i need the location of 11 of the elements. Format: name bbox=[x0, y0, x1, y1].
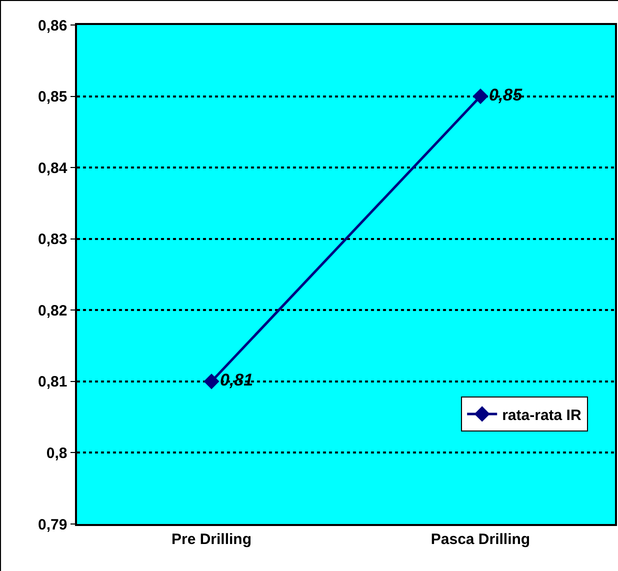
y-tick-label: 0,79 bbox=[38, 516, 68, 534]
y-tick-label: 0,81 bbox=[38, 374, 68, 391]
y-tick-label: 0,82 bbox=[38, 302, 68, 320]
x-tick-label: Pasca Drilling bbox=[430, 530, 530, 548]
x-tick-label: Pre Drilling bbox=[171, 530, 252, 548]
y-tick-label: 0,85 bbox=[38, 88, 68, 106]
y-tick-label: 0,83 bbox=[38, 231, 68, 248]
y-tick-label: 0,84 bbox=[38, 160, 68, 177]
y-tick-label: 0,86 bbox=[38, 17, 68, 34]
y-tick-label: 0,8 bbox=[46, 444, 68, 462]
legend-label: rata-rata IR bbox=[502, 406, 582, 424]
